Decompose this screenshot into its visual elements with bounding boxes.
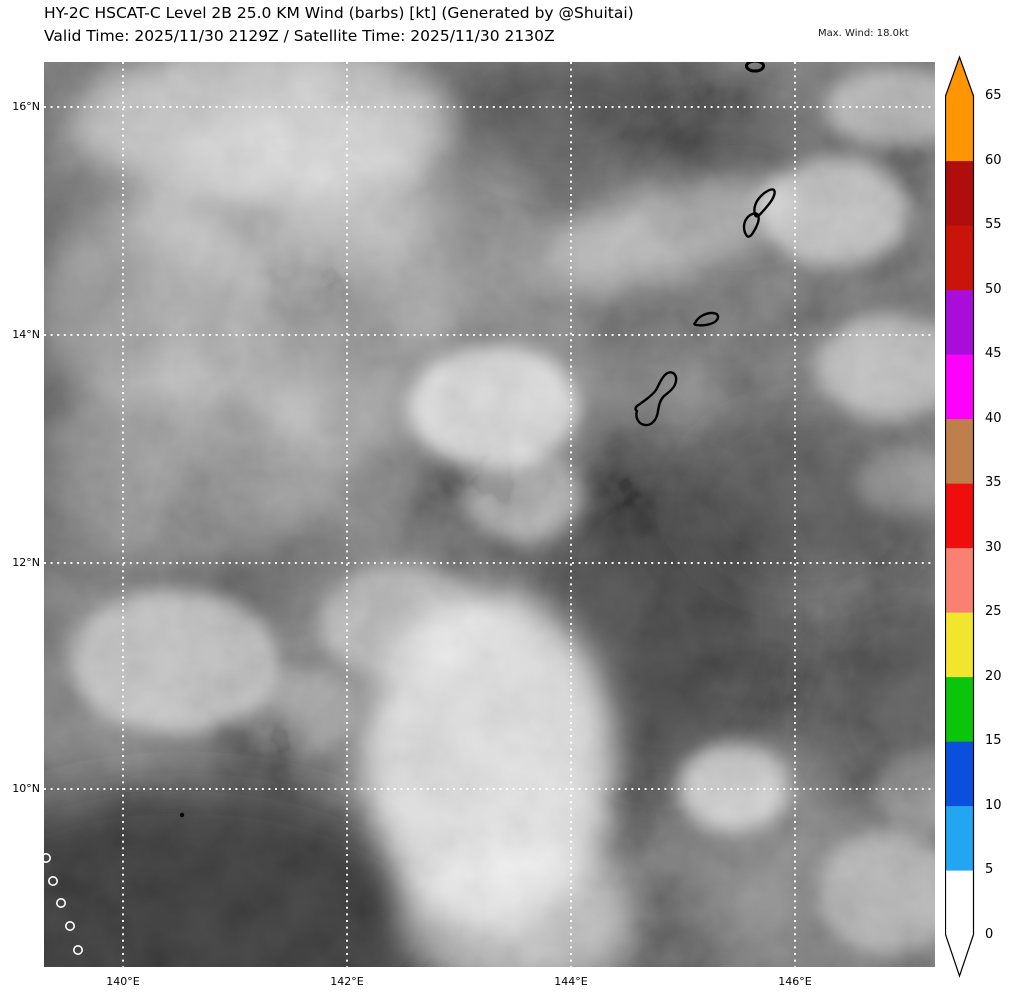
colorbar-tick-label: 15 bbox=[985, 733, 1002, 748]
figure-subtitle: Valid Time: 2025/11/30 2129Z / Satellite… bbox=[44, 27, 555, 45]
x-tick-label: 142°E bbox=[330, 975, 364, 988]
cloud-texture bbox=[0, 42, 994, 997]
y-tick-label: 10°N bbox=[12, 782, 40, 795]
colorbar-tick-label: 55 bbox=[985, 217, 1002, 232]
colorbar-under-arrow bbox=[945, 934, 974, 976]
colorbar-segment-40-45 bbox=[945, 354, 974, 420]
colorbar-tick-label: 0 bbox=[985, 927, 994, 942]
colorbar-over-arrow bbox=[945, 57, 974, 96]
colorbar-segment-5-10 bbox=[945, 805, 974, 871]
colorbar-segment-30-35 bbox=[945, 483, 974, 549]
colorbar-segment-35-40 bbox=[945, 418, 974, 484]
satellite-image bbox=[0, 42, 994, 997]
colorbar-tick-label: 65 bbox=[985, 88, 1002, 103]
guam-outline bbox=[634, 371, 678, 427]
colorbar-tick-label: 35 bbox=[985, 475, 1002, 490]
colorbar-tick-label: 60 bbox=[985, 153, 1002, 168]
colorbar-segment-0-5 bbox=[945, 870, 974, 936]
colorbar-tick-label: 5 bbox=[985, 862, 994, 877]
colorbar-tick-label: 10 bbox=[985, 798, 1002, 813]
y-tick-label: 16°N bbox=[12, 100, 40, 113]
y-tick-label: 12°N bbox=[12, 556, 40, 569]
colorbar-tick-label: 25 bbox=[985, 604, 1002, 619]
figure-title: HY-2C HSCAT-C Level 2B 25.0 KM Wind (bar… bbox=[44, 4, 634, 22]
y-tick-label: 14°N bbox=[12, 328, 40, 341]
colorbar-segment-10-15 bbox=[945, 741, 974, 807]
colorbar-tick-label: 30 bbox=[985, 540, 1002, 555]
colorbar-tick-label: 50 bbox=[985, 282, 1002, 297]
island-coastlines bbox=[179, 59, 776, 818]
colorbar-segment-60-65 bbox=[945, 96, 974, 162]
x-tick-label: 146°E bbox=[778, 975, 812, 988]
colorbar-tick-label: 20 bbox=[985, 669, 1002, 684]
tinian-outline bbox=[742, 212, 760, 238]
colorbar-segment-15-20 bbox=[945, 676, 974, 742]
colorbar-segment-50-55 bbox=[945, 225, 974, 291]
lat-lon-gridlines bbox=[44, 62, 935, 967]
satellite-map-canvas bbox=[0, 42, 994, 997]
max-wind-label: Max. Wind: 18.0kt bbox=[818, 28, 909, 39]
x-tick-label: 144°E bbox=[554, 975, 588, 988]
colorbar-outline bbox=[945, 55, 975, 978]
colorbar-segment-45-50 bbox=[945, 289, 974, 355]
colorbar-segment-25-30 bbox=[945, 547, 974, 613]
colorbar bbox=[945, 55, 975, 978]
colorbar-tick-label: 45 bbox=[985, 346, 1002, 361]
rota-outline bbox=[693, 311, 720, 327]
islet-dot bbox=[179, 812, 185, 818]
colorbar-tick-label: 40 bbox=[985, 411, 1002, 426]
colorbar-segment-20-25 bbox=[945, 612, 974, 678]
colorbar-segment-55-60 bbox=[945, 160, 974, 226]
x-tick-label: 140°E bbox=[106, 975, 140, 988]
